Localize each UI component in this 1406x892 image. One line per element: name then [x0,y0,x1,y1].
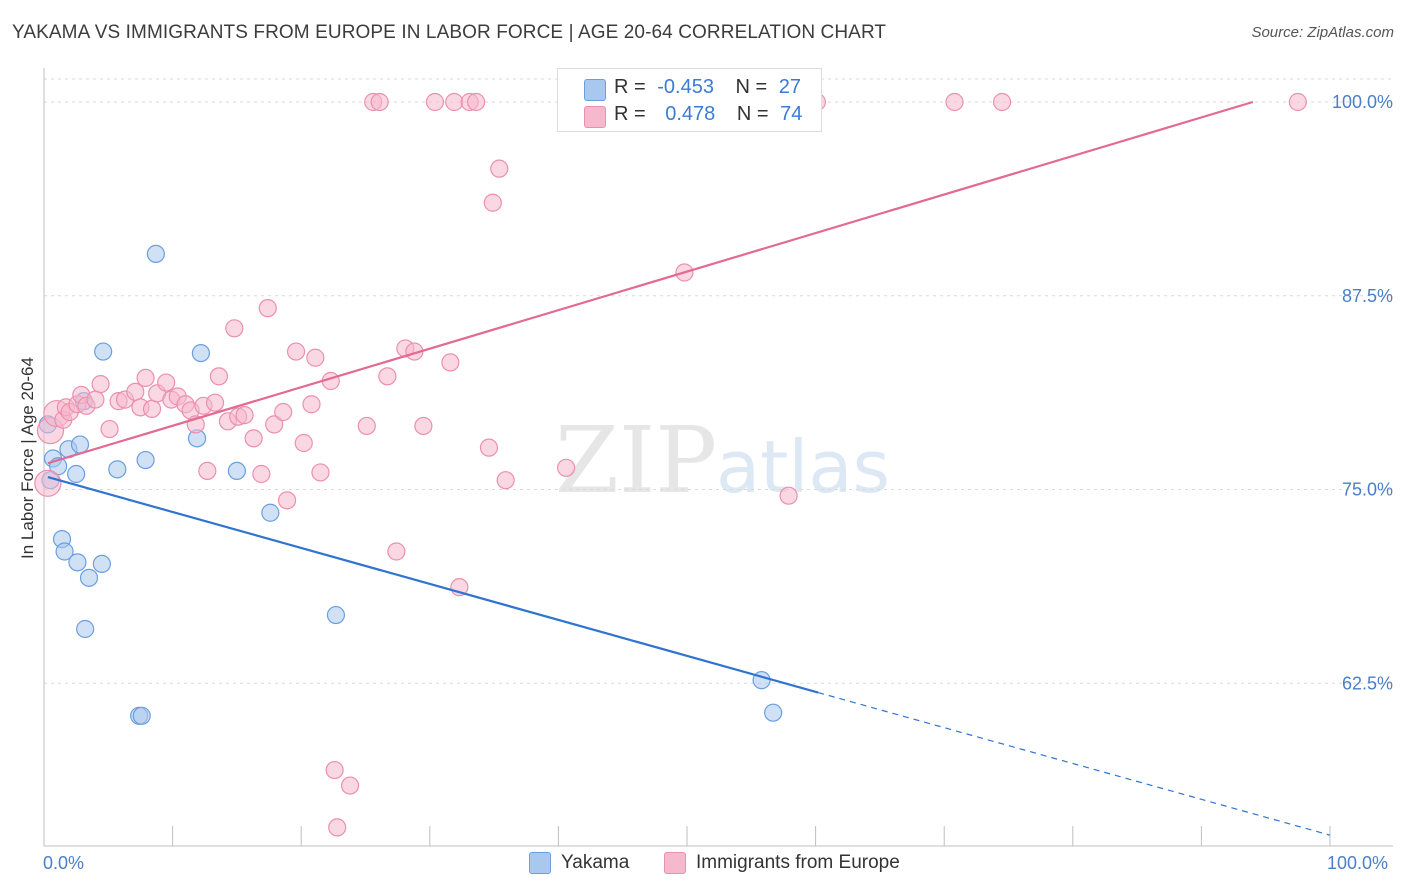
europe-point [378,367,397,386]
europe-point [136,368,155,387]
legend-europe-label: Immigrants from Europe [696,852,900,873]
correlation-stats-box: R = -0.453 N = 27 R = 0.478 N = 74 [557,68,822,132]
yakama-point [76,619,95,639]
europe-point [370,92,389,112]
europe-point [286,342,306,361]
watermark-zip: ZIP [555,407,717,514]
europe-point [209,367,228,386]
yakama-point [108,460,127,479]
europe-point [466,92,486,112]
europe-point [414,416,433,436]
yakama-point [68,553,87,572]
n-label: N = [736,103,769,125]
n-label: N = [735,76,768,98]
legend-item-yakama[interactable]: Yakama [529,852,629,874]
europe-point [302,395,321,414]
europe-point [992,92,1012,112]
europe-point [496,471,515,490]
yakama-point [764,703,783,722]
yakama-point [94,342,113,361]
europe-point [945,92,964,112]
europe-point [311,463,330,482]
europe-point [557,458,576,477]
legend-europe-swatch [664,852,686,874]
r-label: R = [614,76,646,98]
yakama-point [146,244,165,263]
europe-point [274,402,293,422]
n-value-yakama: 27 [778,76,802,98]
yakama-trendline-extension [818,691,1331,836]
y-tick-label: 62.5% [1342,673,1393,693]
r-label: R = [614,103,646,125]
europe-point [357,416,376,436]
europe-point [490,159,509,178]
legend-yakama-label: Yakama [561,852,630,873]
europe-point [277,491,297,510]
europe-point [479,438,499,457]
yakama-point [79,568,99,587]
europe-point [1288,92,1307,112]
watermark-atlas: atlas [716,425,890,509]
europe-point [126,382,145,401]
x-tick-label-max: 100.0% [1327,853,1389,873]
europe-point [225,319,244,338]
yakama-point [92,554,111,574]
yakama-point [136,450,155,470]
europe-point [142,399,162,418]
europe-point [328,818,347,837]
source-label: Source: ZipAtlas.com [1251,24,1394,41]
yakama-point [70,435,90,454]
chart-title: YAKAMA VS IMMIGRANTS FROM EUROPE IN LABO… [12,22,887,43]
europe-point [198,461,217,480]
europe-point [205,393,225,412]
y-tick-label: 87.5% [1342,286,1393,306]
yakama-point [132,706,151,725]
europe-point [86,390,105,409]
yakama-point [326,605,346,625]
n-value-europe: 74 [780,103,803,125]
r-value-yakama: -0.453 [657,76,714,98]
europe-point [244,429,263,448]
yakama-point [191,344,210,363]
europe-trendline [47,100,1254,465]
yakama-point [227,461,246,480]
europe-point [387,542,406,561]
yakama-point [67,464,86,484]
x-tick-label-min: 0.0% [43,853,85,873]
europe-point [294,433,313,453]
europe-point [441,353,460,372]
europe-point [306,348,325,367]
europe-point [258,299,277,318]
y-axis-label: In Labor Force | Age 20-64 [18,357,37,559]
europe-point [252,464,271,484]
legend-item-europe[interactable]: Immigrants from Europe [664,852,900,874]
yakama-trendline [47,476,819,694]
y-tick-label: 100.0% [1332,92,1393,112]
europe-point [779,486,798,505]
europe-point [91,375,110,394]
europe-point [340,776,360,795]
europe-point [235,406,254,425]
europe-swatch [584,106,606,128]
europe-point [100,419,119,439]
europe-point [325,760,344,780]
yakama-swatch [584,79,606,101]
europe-point [425,92,445,112]
europe-point [265,415,284,434]
legend-yakama-swatch [529,852,551,874]
r-value-europe: 0.478 [665,103,716,125]
yakama-point [261,503,280,522]
europe-point [157,373,176,392]
yakama-point [55,542,74,561]
europe-point [483,193,502,212]
europe-point [34,469,62,497]
europe-point [445,92,464,112]
y-tick-label: 75.0% [1342,480,1393,500]
